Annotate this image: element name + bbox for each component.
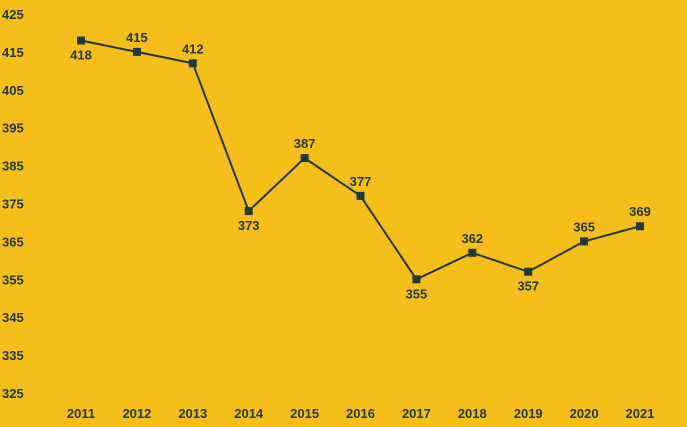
data-point-marker: [524, 267, 533, 276]
y-tick-label: 325: [2, 386, 24, 401]
x-tick-label: 2014: [234, 406, 264, 421]
data-point-marker: [300, 154, 309, 163]
series-markers: [77, 36, 644, 284]
x-tick-label: 2011: [67, 406, 95, 421]
x-axis-ticks: 2011 2012 2013 2014 2015 2016 2017 2018 2019 2020…: [67, 406, 655, 421]
x-tick-label: 2015: [290, 406, 319, 421]
data-label: 362: [461, 231, 483, 246]
data-label: 369: [629, 204, 651, 219]
data-label: 387: [294, 136, 316, 151]
data-label: 365: [573, 219, 595, 234]
x-tick-label: 2013: [178, 406, 207, 421]
data-label: 412: [182, 41, 204, 56]
data-label: 418: [70, 48, 92, 63]
y-tick-label: 405: [2, 83, 24, 98]
y-tick-label: 395: [2, 121, 24, 136]
y-tick-label: 335: [2, 348, 24, 363]
x-tick-label: 2021: [626, 406, 655, 421]
x-tick-label: 2019: [514, 406, 543, 421]
x-tick-label: 2017: [402, 406, 431, 421]
series-line: [80, 39, 641, 281]
y-tick-label: 345: [2, 310, 24, 325]
data-point-marker: [77, 36, 85, 45]
data-point-marker: [244, 207, 253, 216]
y-axis-ticks: 425 415 405 395 385 375 365 355 345 335 325: [2, 7, 24, 401]
y-tick-label: 425: [2, 7, 24, 22]
data-label: 355: [406, 286, 428, 301]
y-tick-label: 355: [2, 272, 24, 287]
y-tick-label: 375: [2, 197, 24, 212]
data-labels: 418 415 412 373 387 377 355 362 357 365 369: [70, 30, 651, 301]
data-point-marker: [468, 248, 477, 257]
data-label: 377: [350, 174, 372, 189]
data-point-marker: [356, 191, 365, 200]
data-label: 357: [517, 279, 539, 294]
x-tick-label: 2016: [346, 406, 375, 421]
y-tick-label: 415: [2, 45, 24, 60]
x-tick-label: 2018: [458, 406, 487, 421]
x-tick-label: 2020: [570, 406, 599, 421]
data-point-marker: [188, 59, 197, 68]
data-label: 373: [238, 218, 260, 233]
data-label: 415: [126, 30, 148, 45]
y-tick-label: 385: [2, 159, 24, 174]
data-point-marker: [412, 275, 421, 284]
x-tick-label: 2012: [122, 406, 151, 421]
data-point-marker: [580, 237, 589, 246]
data-point-marker: [636, 222, 644, 231]
data-point-marker: [132, 47, 141, 56]
y-tick-label: 365: [2, 234, 24, 249]
